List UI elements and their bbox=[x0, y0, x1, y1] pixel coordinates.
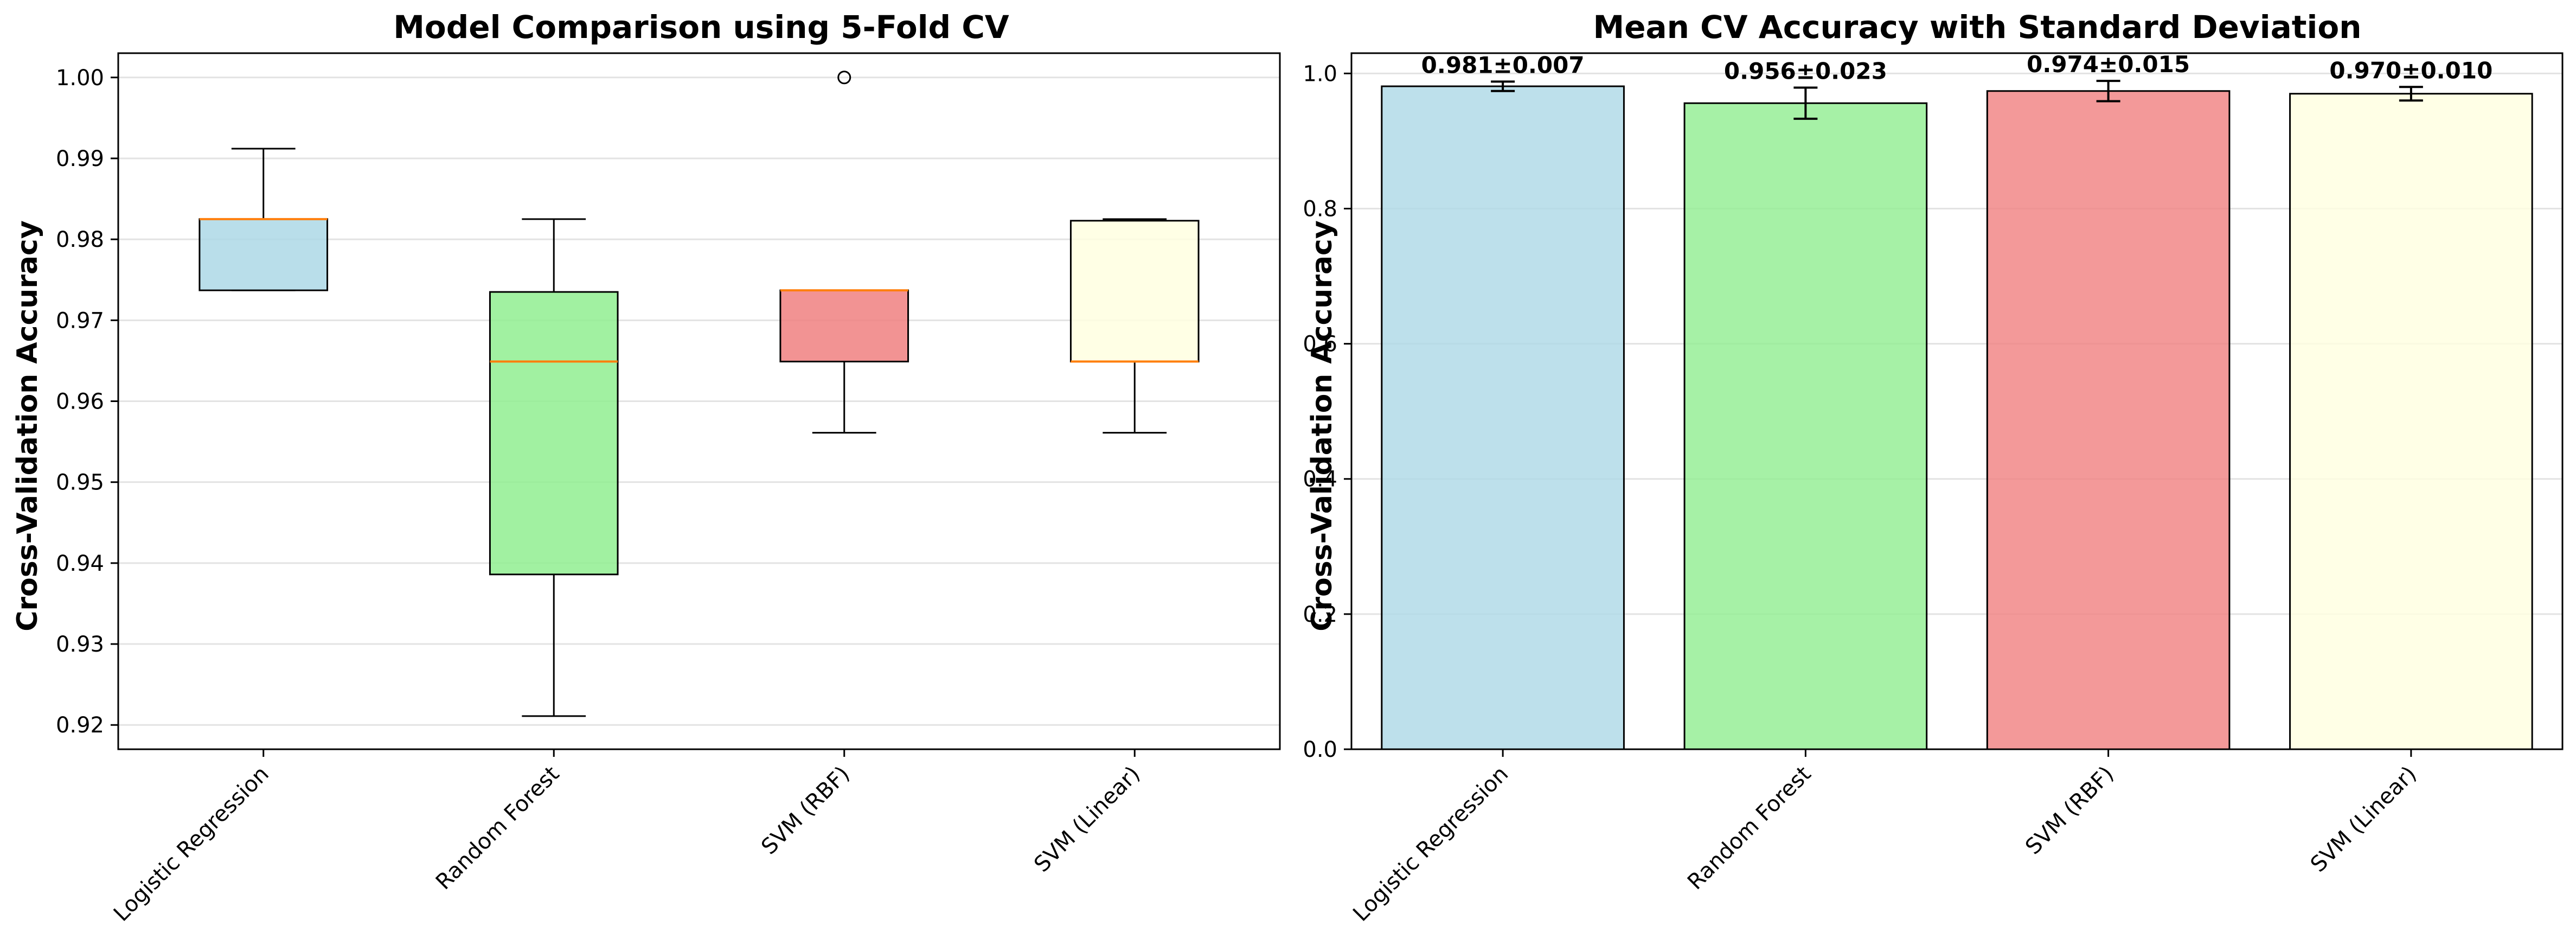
bar bbox=[1986, 90, 2231, 750]
bar bbox=[2289, 93, 2533, 750]
y-tick-label: 0.6 bbox=[1303, 332, 1337, 357]
y-tick-label: 0.8 bbox=[1303, 196, 1337, 221]
box-plot-y-axis-label: Cross-Validation Accuracy bbox=[11, 220, 44, 632]
iqr-box bbox=[489, 291, 619, 576]
iqr-box bbox=[779, 289, 909, 362]
box-plot-panel: Model Comparison using 5-Fold CV Cross-V… bbox=[11, 9, 1281, 927]
bar-chart-y-axis-label: Cross-Validation Accuracy bbox=[1306, 220, 1338, 632]
bar-value-label: 0.970±0.010 bbox=[2329, 57, 2492, 84]
outlier-point bbox=[837, 71, 851, 85]
bar-value-label: 0.974±0.015 bbox=[2027, 51, 2190, 78]
box-plot-title: Model Comparison using 5-Fold CV bbox=[393, 9, 1009, 46]
y-tick-label: 0.94 bbox=[56, 551, 104, 576]
y-tick-label: 0.96 bbox=[56, 390, 104, 415]
x-tick-label: SVM (Linear) bbox=[1029, 762, 1145, 877]
box-4 bbox=[1069, 218, 1200, 434]
y-tick-label: 0.97 bbox=[56, 308, 104, 333]
x-tick-label: Random Forest bbox=[431, 762, 564, 895]
y-tick-label: 0.99 bbox=[56, 146, 104, 171]
y-tick-label: 0.95 bbox=[56, 470, 104, 495]
bar bbox=[1381, 85, 1625, 750]
bar-group-3: 0.974±0.015 bbox=[1986, 51, 2231, 750]
box-3 bbox=[779, 71, 909, 434]
y-tick-label: 1.0 bbox=[1303, 61, 1337, 86]
x-tick-label: Random Forest bbox=[1683, 762, 1816, 895]
x-tick-label: SVM (RBF) bbox=[757, 762, 855, 860]
box-plot-frame bbox=[117, 52, 1281, 750]
bar-chart-title: Mean CV Accuracy with Standard Deviation bbox=[1593, 9, 2361, 46]
y-tick-label: 0.4 bbox=[1303, 467, 1337, 492]
y-tick-label: 0.2 bbox=[1303, 602, 1337, 627]
y-tick-label: 0.92 bbox=[56, 713, 104, 738]
box-1 bbox=[198, 148, 329, 291]
bar-chart-panel: Mean CV Accuracy with Standard Deviation… bbox=[1303, 9, 2564, 927]
iqr-box bbox=[198, 218, 329, 291]
y-tick-label: 0.93 bbox=[56, 632, 104, 657]
bar-group-4: 0.970±0.010 bbox=[2289, 57, 2533, 750]
x-tick-label: Logistic Regression bbox=[1348, 762, 1513, 927]
bar-group-1: 0.981±0.007 bbox=[1381, 52, 1625, 750]
y-tick-label: 0.98 bbox=[56, 227, 104, 252]
y-tick-label: 0.0 bbox=[1303, 737, 1337, 762]
iqr-box bbox=[1069, 220, 1200, 362]
x-tick-label: Logistic Regression bbox=[109, 762, 274, 927]
x-tick-label: SVM (Linear) bbox=[2306, 762, 2421, 877]
box-2 bbox=[489, 218, 619, 717]
bar-chart-frame bbox=[1350, 52, 2564, 750]
bar-group-2: 0.956±0.023 bbox=[1683, 58, 1928, 750]
x-tick-label: SVM (RBF) bbox=[2021, 762, 2119, 860]
bar-value-label: 0.981±0.007 bbox=[1421, 52, 1585, 78]
bar bbox=[1683, 102, 1928, 750]
bar-value-label: 0.956±0.023 bbox=[1724, 58, 1887, 85]
y-tick-label: 1.00 bbox=[56, 66, 104, 91]
